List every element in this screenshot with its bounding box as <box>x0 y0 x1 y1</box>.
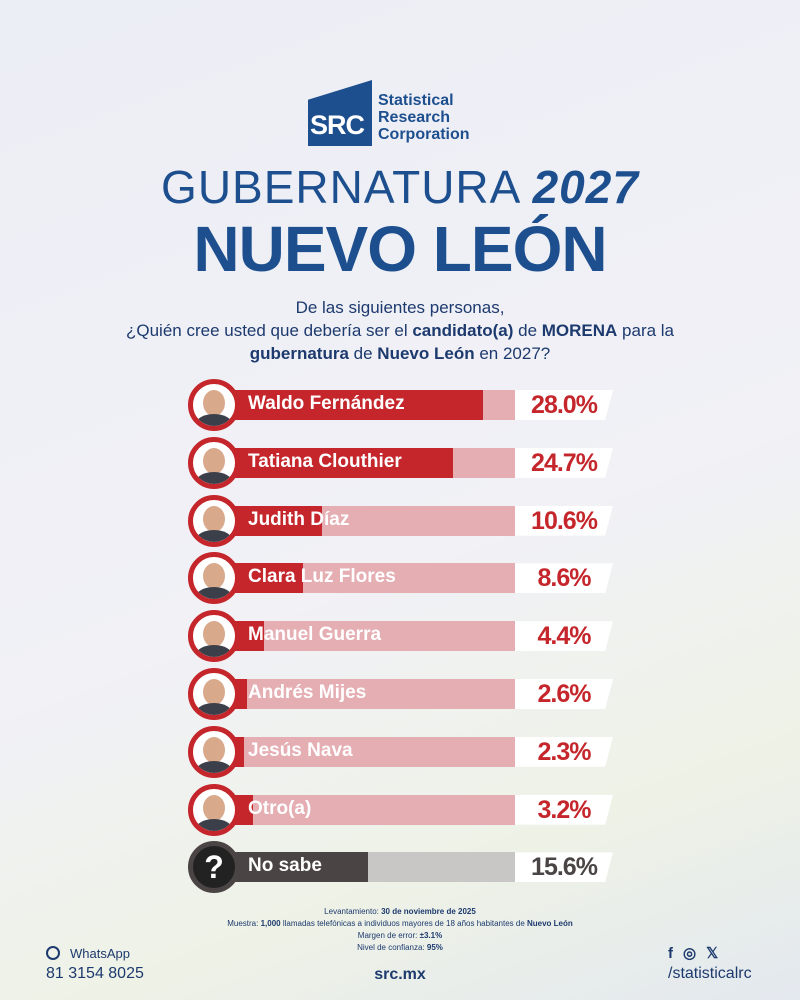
avatar <box>188 552 240 605</box>
bar-row: ? No sabe 15.6% <box>188 841 618 894</box>
avatar <box>188 725 240 778</box>
bar-label: No sabe <box>248 855 322 877</box>
whatsapp-icon <box>46 946 60 960</box>
bar-row: Tatiana Clouthier 24.7% <box>188 436 618 489</box>
value-label: 28.0% <box>515 390 613 420</box>
value-label: 2.6% <box>515 679 613 709</box>
whatsapp-label: WhatsApp <box>70 946 130 961</box>
value-label: 15.6% <box>515 852 613 883</box>
phone-number[interactable]: 81 3154 8025 <box>46 965 144 982</box>
title-line1: GUBERNATURA 2027 <box>0 160 800 214</box>
sample-note: Muestra: 1,000 llamadas telefónicas a in… <box>227 919 573 928</box>
avatar <box>188 668 240 720</box>
value-label: 10.6% <box>515 505 613 536</box>
question: De las siguientes personas, ¿Quién cree … <box>0 296 800 365</box>
bar-label: Tatiana Clouthier <box>248 450 402 472</box>
question-line: gubernatura de Nuevo León en 2027? <box>249 344 551 363</box>
value-label: 3.2% <box>515 794 613 825</box>
value-label: 4.4% <box>515 621 613 652</box>
question-mark-icon: ? <box>188 841 240 894</box>
bar <box>218 852 369 883</box>
bar-row: Andrés Mijes 2.6% <box>188 668 618 720</box>
avatar <box>188 379 240 431</box>
x-icon[interactable]: 𝕏 <box>706 945 729 962</box>
bar-track <box>218 736 515 767</box>
bar-label: Andrés Mijes <box>248 682 367 703</box>
confidence-note: Nivel de confianza: 95% <box>357 943 443 952</box>
avatar <box>188 783 240 836</box>
logo-line: Corporation <box>378 126 470 143</box>
bar-row: Otro(a) 3.2% <box>188 783 618 836</box>
bar-row: Manuel Guerra 4.4% <box>188 610 618 663</box>
avatar <box>188 436 240 489</box>
logo-line: Research <box>378 109 451 126</box>
value-label: 8.6% <box>515 563 613 594</box>
title-text: GUBERNATURA <box>161 161 533 213</box>
bar-label: Waldo Fernández <box>248 393 405 414</box>
bar-row: Judith Díaz 10.6% <box>188 494 618 547</box>
bar <box>218 447 453 478</box>
instagram-icon[interactable]: ◎ <box>683 945 707 962</box>
bar-track <box>218 679 515 709</box>
avatar <box>188 494 240 547</box>
logo-line: Statistical <box>378 92 454 109</box>
whatsapp-link[interactable]: WhatsApp <box>46 946 130 961</box>
bar-label: Clara Luz Flores <box>248 566 396 588</box>
bar-label: Judith Díaz <box>248 508 350 530</box>
title-year: 2027 <box>532 161 639 213</box>
social-handle[interactable]: /statisticalrc <box>668 965 752 982</box>
bar-row: Jesús Nava 2.3% <box>188 725 618 778</box>
question-line: De las siguientes personas, <box>295 298 505 317</box>
value-label: 2.3% <box>515 736 613 767</box>
facebook-icon[interactable]: f <box>668 945 683 962</box>
footnotes: Levantamiento: 30 de noviembre de 2025 M… <box>0 906 800 954</box>
social-icons: f◎𝕏 <box>668 944 728 962</box>
margin-note: Margen de error: ±3.1% <box>357 931 443 940</box>
value-label: 24.7% <box>515 447 613 478</box>
bar-track <box>218 621 515 652</box>
logo-name: Statistical Research Corporation <box>378 92 470 143</box>
bar-label: Manuel Guerra <box>248 624 382 646</box>
bar <box>218 390 484 420</box>
website-link[interactable]: src.mx <box>374 966 426 983</box>
avatar <box>188 610 240 663</box>
bar-label: Jesús Nava <box>248 739 353 761</box>
bar-label: Otro(a) <box>248 797 312 819</box>
bar-row: Waldo Fernández 28.0% <box>188 379 618 431</box>
bar-track <box>218 794 515 825</box>
question-line: ¿Quién cree usted que debería ser el can… <box>125 321 675 340</box>
title-line2: NUEVO LEÓN <box>193 213 607 285</box>
src-logo: SRC Statistical Research Corporation <box>308 80 508 148</box>
fieldwork-note: Levantamiento: 30 de noviembre de 2025 <box>324 907 476 916</box>
bar-row: Clara Luz Flores 8.6% <box>188 552 618 605</box>
logo-abbr: SRC <box>310 110 365 140</box>
